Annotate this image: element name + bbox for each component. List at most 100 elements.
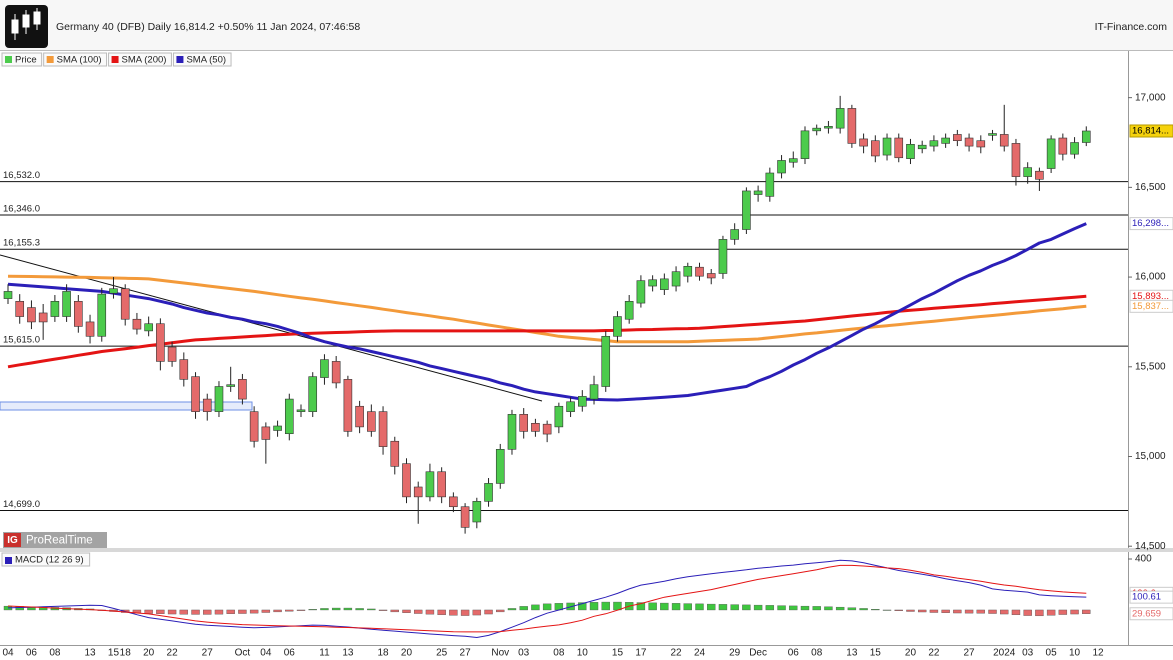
candle-body [120,288,130,320]
candle-body [484,483,493,502]
x-tick-label: 22 [928,648,940,659]
price-tag-label: 15,893... [1132,291,1169,302]
histogram-bar [144,609,153,614]
histogram-bar [835,606,845,611]
candle-body [331,361,341,384]
histogram-bar [226,609,235,614]
x-tick-label: 17 [635,648,647,659]
x-tick-label: 2024 [993,648,1016,659]
legend-swatch [176,56,184,63]
candle-body [378,411,388,447]
candle-body [62,291,71,317]
histogram-bar [331,607,341,611]
candle-body [343,379,353,432]
x-tick-label: 20 [143,648,155,659]
histogram-bar [707,603,716,611]
candle-body [730,229,739,240]
histogram-bar [882,609,892,611]
levels: 16,532.0 16,346.0 16,155.3 15,615.0 14,699.0 [0,170,1128,512]
price-tag-box [1129,124,1173,138]
candle-body [1070,142,1079,155]
histogram-bar [320,608,329,611]
histogram-bar [296,609,306,611]
level-label: 16,346.0 [3,204,40,215]
candle-body [296,409,306,412]
trendline [0,254,543,402]
candle-body [437,471,446,498]
sma-line [7,222,1087,402]
candle-body [472,501,482,523]
histogram-bar [390,609,399,613]
candle-body [753,190,763,195]
candle-body [425,471,435,498]
price-tag-label: 29.659 [1132,608,1161,619]
histogram-bar [859,608,868,611]
candle-body [413,486,423,498]
y-tick-label: 400 [1135,554,1152,565]
candle-body [191,376,200,412]
candle-body [109,288,118,294]
x-tick-label: Oct [235,648,251,659]
candle-body [261,426,271,440]
histogram-bar [1058,609,1068,615]
candle-body [3,291,13,299]
histogram-bar [1011,609,1021,616]
x-tick-label: 04 [260,648,272,659]
x-tick-label: 18 [120,648,132,659]
histogram-bar [1023,609,1032,616]
histogram-bar [437,609,446,616]
candle-body [800,130,810,159]
legend-label: SMA (100) [57,55,102,66]
x-tick-label: 24 [694,648,706,659]
x-tick-label: 13 [846,648,858,659]
x-tick-label: 20 [401,648,413,659]
histogram-bar [472,609,482,616]
y-tick-label: 17,000 [1135,92,1166,103]
histogram-bar [191,609,200,615]
x-tick-label: 22 [167,648,179,659]
legend-box [43,52,108,67]
candle-body [542,423,552,435]
x-tick-label: 08 [553,648,565,659]
candle-body [1011,143,1021,177]
header-title: Germany 40 (DFB) Daily 16,814.2 +0.50% 1… [56,21,360,33]
watermark-badge: IG [7,535,18,546]
candle-body [624,300,634,320]
candle-body [167,346,177,362]
x-tick-label: 06 [284,648,296,659]
panel-separator [0,548,1173,552]
histogram-bar [812,606,821,611]
x-tick-label: 15 [612,648,624,659]
candle-body [531,423,540,432]
histogram-bar [1000,609,1009,615]
histogram-bar [730,604,739,611]
histogram-bar [167,609,177,615]
histogram-bar [542,603,552,611]
histogram-bar [402,609,411,613]
candle-body [50,300,60,317]
macd-line [7,559,1087,639]
x-tick-label: Dec [749,648,767,659]
candle-body [777,160,786,174]
candle-body [706,273,716,279]
candle-body [38,312,48,323]
x-tick-label: 10 [577,648,589,659]
histogram-bar [800,605,810,611]
candle-body [636,280,646,304]
candle-body [648,279,657,287]
candle-body [871,140,880,157]
candle-body [460,506,470,528]
candle-body [742,190,751,230]
candle-body [1046,138,1056,169]
price-tag-label: 100.61 [1132,592,1161,603]
legend-box [172,52,232,67]
candle-body [390,440,400,467]
legend-label: SMA (200) [122,55,167,66]
histogram-bar [496,609,505,613]
candle-body [202,398,212,412]
candle-body [156,323,165,362]
candle-body [976,140,986,148]
candle-body [788,158,798,163]
histogram-bar [648,602,657,611]
histogram-bar [636,602,646,611]
